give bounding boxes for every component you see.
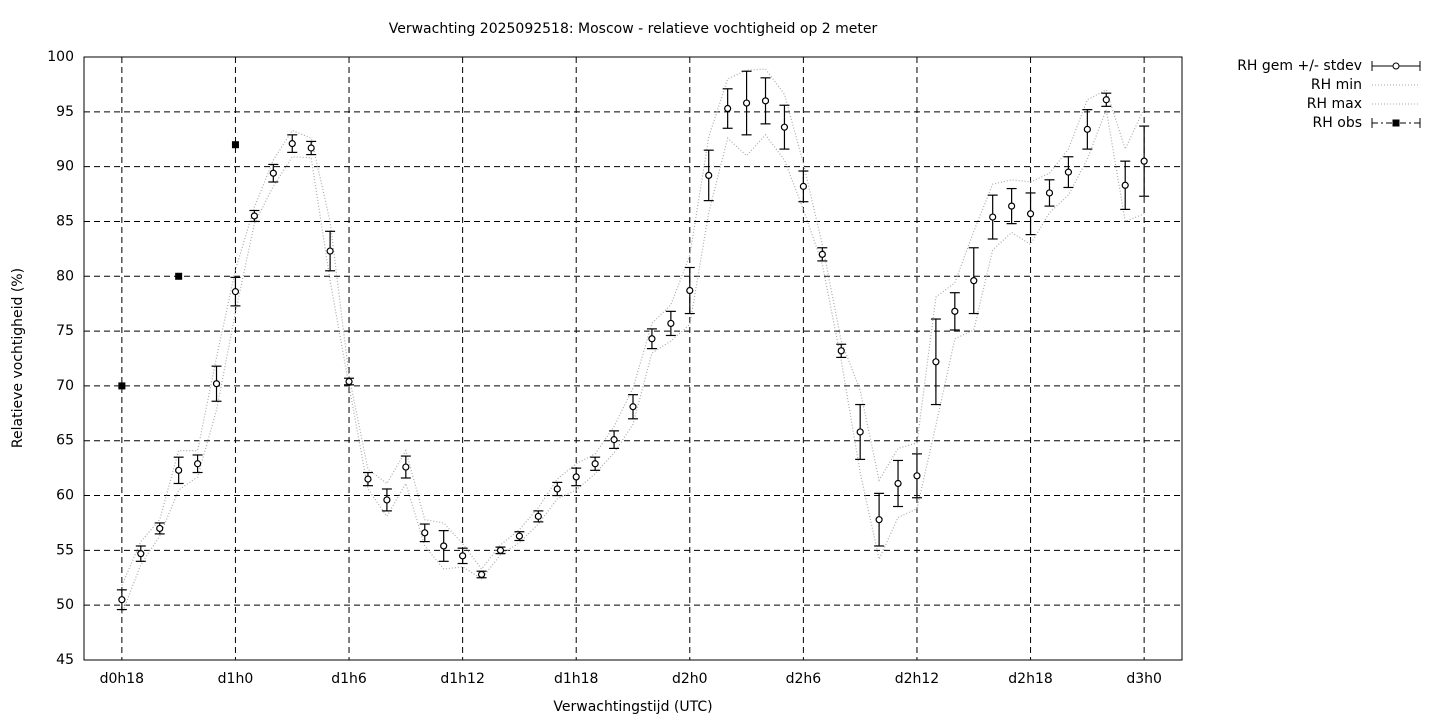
point [856, 428, 864, 436]
point [156, 524, 164, 533]
y-tick-label: 50 [56, 597, 74, 613]
point [553, 485, 561, 493]
point [383, 496, 391, 504]
legend-marker [1392, 62, 1400, 70]
x-tick-label: d0h18 [100, 671, 144, 687]
point [705, 171, 713, 180]
obs-point [231, 141, 239, 149]
x-tick-label: d3h0 [1126, 671, 1162, 687]
y-tick-label: 55 [56, 542, 74, 558]
y-axis-label: Relatieve vochtigheid (%) [10, 268, 26, 448]
x-tick-label: d1h0 [218, 671, 254, 687]
point [572, 473, 580, 481]
point [269, 169, 277, 177]
y-tick-label: 70 [56, 378, 74, 394]
point [799, 182, 807, 190]
legend-label: RH max [1307, 96, 1362, 112]
point [1008, 202, 1016, 210]
point [761, 97, 770, 105]
point [326, 247, 334, 255]
line [121, 68, 1145, 586]
plot-frame [83, 56, 1183, 661]
point [970, 277, 978, 285]
legend-label: RH gem +/- stdev [1237, 58, 1362, 74]
obs-point [118, 382, 126, 390]
point [250, 212, 258, 220]
point [193, 460, 202, 468]
point [932, 358, 940, 366]
y-tick-label: 90 [56, 159, 74, 175]
point [913, 472, 921, 480]
point [212, 380, 221, 388]
point [1083, 125, 1091, 133]
point [364, 475, 372, 483]
legend-label: RH obs [1313, 115, 1362, 131]
x-tick-label: d1h18 [554, 671, 598, 687]
point [175, 466, 183, 474]
point [496, 546, 505, 554]
point [118, 596, 126, 604]
legend-marker [1392, 119, 1400, 127]
legend-label: RH min [1311, 77, 1362, 93]
point [402, 463, 410, 471]
point [742, 99, 751, 107]
point [1140, 157, 1148, 165]
point [648, 335, 656, 343]
point [1121, 181, 1129, 189]
x-tick-label: d1h6 [331, 671, 367, 687]
line [121, 107, 1145, 615]
point [629, 403, 637, 411]
point [894, 479, 902, 488]
point [477, 570, 486, 579]
x-tick-label: d2h6 [786, 671, 822, 687]
point [780, 123, 789, 131]
point [1064, 168, 1073, 176]
y-tick-label: 45 [56, 652, 74, 668]
point [515, 532, 524, 540]
point [724, 104, 732, 113]
y-tick-label: 60 [56, 488, 74, 504]
point [1102, 96, 1110, 104]
point [591, 460, 599, 468]
y-tick-label: 65 [56, 433, 74, 449]
point [818, 250, 826, 258]
obs-point [175, 272, 183, 280]
point [686, 286, 694, 295]
y-tick-label: 100 [47, 49, 74, 65]
point [231, 288, 240, 296]
y-tick-label: 80 [56, 268, 74, 284]
x-tick-label: d2h12 [895, 671, 939, 687]
point [1045, 189, 1054, 197]
point [534, 512, 542, 520]
point [440, 542, 448, 550]
y-tick-label: 95 [56, 104, 74, 120]
point [459, 552, 467, 560]
x-tick-label: d2h0 [672, 671, 708, 687]
point [610, 436, 618, 444]
point [421, 529, 429, 537]
x-axis-label: Verwachtingstijd (UTC) [553, 699, 712, 715]
point [307, 144, 315, 152]
point [875, 516, 883, 524]
point [1026, 210, 1035, 218]
x-tick-label: d2h18 [1008, 671, 1052, 687]
point [951, 307, 959, 315]
point [989, 213, 997, 221]
point [345, 377, 353, 386]
point [837, 347, 845, 355]
chart-title: Verwachting 2025092518: Moscow - relatie… [389, 21, 878, 37]
x-tick-label: d1h12 [440, 671, 484, 687]
point [667, 319, 675, 328]
point [288, 140, 296, 148]
point [137, 550, 145, 558]
y-tick-label: 85 [56, 213, 74, 229]
y-tick-label: 75 [56, 323, 74, 339]
